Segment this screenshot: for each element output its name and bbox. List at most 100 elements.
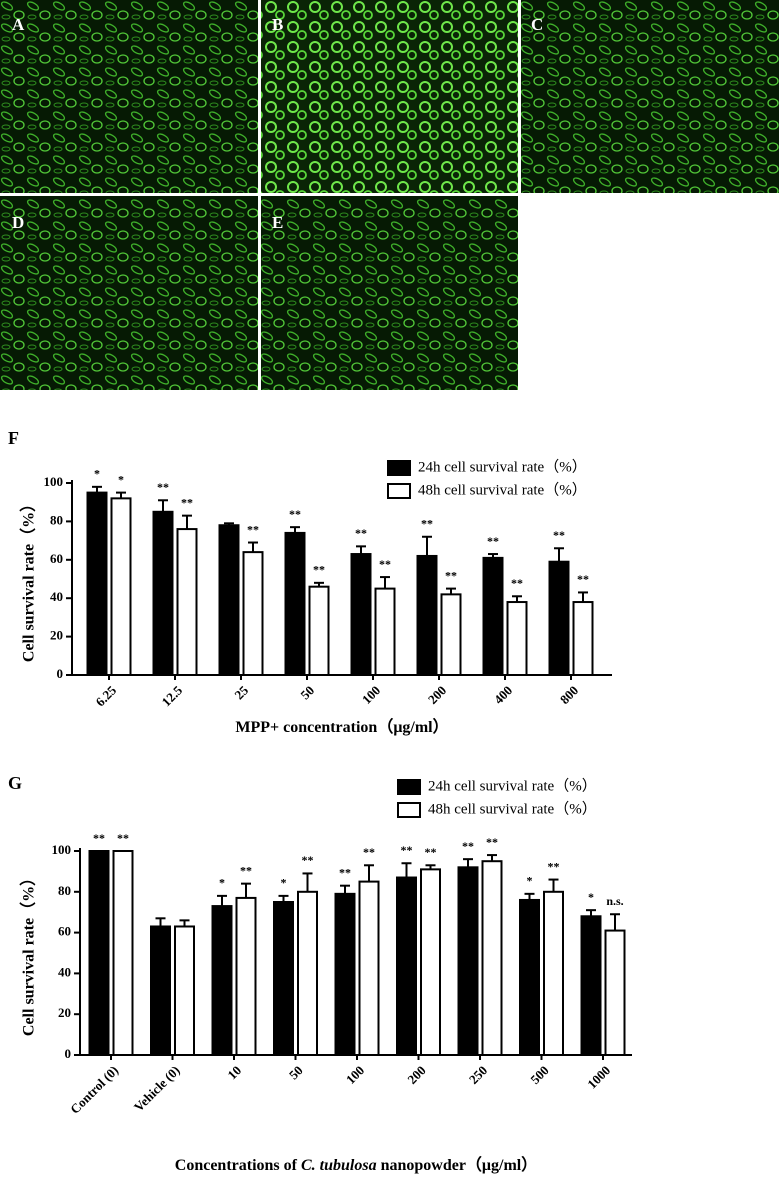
legend-swatch [387, 483, 411, 499]
bar [152, 510, 174, 676]
x-tick-label: 100 [343, 1063, 367, 1087]
legend-label: 48h cell survival rate（%） [418, 481, 587, 498]
bar [110, 497, 132, 676]
significance-label: ** [577, 572, 589, 586]
micrograph [521, 0, 779, 193]
bar [334, 892, 356, 1057]
significance-label: * [527, 874, 533, 888]
bar [420, 868, 441, 1056]
significance-label: ** [487, 534, 499, 548]
x-axis-label-part: nanopowder（μg/ml） [377, 1156, 538, 1174]
significance-label: * [118, 472, 124, 486]
significance-label: ** [553, 528, 565, 542]
bar [358, 880, 380, 1056]
bar [482, 556, 504, 677]
x-tick-label: 50 [286, 1063, 306, 1083]
x-axis-label-part: MPP+ concentration（μg/ml） [235, 718, 448, 736]
significance-label: * [219, 876, 225, 890]
bar [580, 915, 602, 1057]
significance-label: ** [339, 865, 351, 879]
x-tick-label: 10 [224, 1063, 244, 1083]
legend-label: 24h cell survival rate（%） [428, 777, 597, 794]
bar [176, 528, 198, 677]
significance-label: ** [486, 835, 498, 849]
legend-swatch [397, 802, 421, 818]
y-tick-label: 60 [58, 924, 71, 939]
y-tick-label: 0 [65, 1046, 72, 1061]
bar [506, 601, 528, 676]
bar [112, 850, 134, 1056]
y-tick-label: 80 [58, 883, 71, 898]
significance-label: ** [289, 507, 301, 521]
x-tick-label: 100 [359, 683, 383, 707]
x-tick-label: 12.5 [159, 682, 186, 709]
bar [416, 554, 438, 677]
bar [350, 553, 372, 676]
bar [150, 925, 171, 1056]
y-tick-label: 20 [50, 628, 63, 643]
significance-label: ** [240, 863, 252, 877]
x-tick-label: 6.25 [93, 682, 120, 709]
x-tick-label: 500 [527, 1063, 551, 1087]
panel-label: F [8, 428, 19, 448]
y-axis-label: Cell survival rate（%） [20, 870, 38, 1036]
x-tick-label: 1000 [584, 1063, 613, 1092]
significance-label: ** [445, 568, 457, 582]
significance-label: ** [247, 522, 259, 536]
bar [457, 866, 479, 1056]
bar [86, 491, 108, 676]
bar [211, 905, 233, 1057]
bar [396, 876, 417, 1057]
significance-label: ** [401, 843, 413, 857]
panel-label: C [531, 15, 543, 34]
x-tick-label: 250 [466, 1063, 490, 1087]
bar [88, 850, 110, 1056]
bar [572, 601, 594, 676]
bar [604, 929, 626, 1056]
x-axis-label-part: Concentrations of [175, 1157, 301, 1174]
bar [235, 896, 257, 1056]
legend-swatch [397, 779, 421, 795]
micrograph [0, 196, 258, 390]
bar [242, 551, 264, 676]
x-tick-label: Vehicle (0) [131, 1063, 183, 1115]
significance-label: * [281, 876, 287, 890]
bar [218, 524, 240, 676]
panel-label: A [12, 15, 25, 34]
significance-label: ** [379, 557, 391, 571]
legend-label: 48h cell survival rate（%） [428, 800, 597, 817]
bar [543, 890, 564, 1056]
x-tick-label: 800 [557, 683, 581, 707]
panel-label: B [272, 15, 283, 34]
y-tick-label: 60 [50, 551, 63, 566]
x-axis-label: MPP+ concentration（μg/ml） [235, 718, 448, 736]
significance-label: ** [181, 495, 193, 509]
significance-label: ** [425, 845, 437, 859]
significance-label: ** [421, 517, 433, 531]
micrograph [261, 0, 518, 193]
significance-label: ** [462, 839, 474, 853]
micrograph [0, 0, 258, 193]
significance-label: ** [302, 853, 314, 867]
bar [481, 860, 503, 1057]
panel-label: D [12, 213, 24, 232]
y-tick-label: 20 [58, 1005, 71, 1020]
y-tick-label: 100 [44, 474, 64, 489]
significance-label: ** [313, 563, 325, 577]
y-tick-label: 80 [50, 512, 63, 527]
x-axis-label: Concentrations of C. tubulosa nanopowder… [175, 1156, 537, 1174]
bar [174, 925, 195, 1056]
bar [308, 585, 330, 676]
significance-label: ** [548, 859, 560, 873]
y-tick-label: 40 [58, 964, 71, 979]
x-axis-label-part: C. tubulosa [301, 1157, 377, 1174]
y-tick-label: 0 [57, 666, 64, 681]
bar [519, 898, 540, 1057]
panel-label: G [8, 773, 22, 793]
bar [297, 890, 318, 1056]
x-tick-label: 400 [491, 683, 515, 707]
significance-label: ** [117, 831, 129, 845]
bar [548, 560, 570, 676]
